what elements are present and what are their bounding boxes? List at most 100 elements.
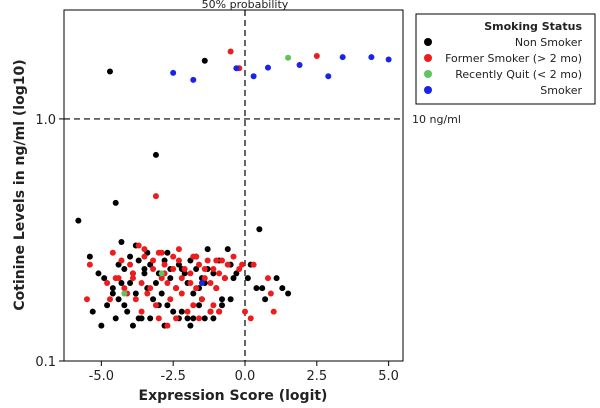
point-former-smoker-2-mo [178,290,185,297]
point-former-smoker-2-mo [138,280,145,287]
point-non-smoker [161,257,168,264]
point-non-smoker [164,302,171,309]
point-former-smoker-2-mo [204,257,211,264]
point-non-smoker [95,270,102,277]
point-smoker [339,54,346,61]
point-non-smoker [127,280,134,287]
point-former-smoker-2-mo [118,257,125,264]
point-former-smoker-2-mo [144,290,151,297]
point-non-smoker [75,217,82,224]
point-non-smoker [256,226,263,233]
point-smoker [198,280,205,287]
point-former-smoker-2-mo [210,302,217,309]
point-former-smoker-2-mo [216,270,223,277]
point-non-smoker [164,249,171,256]
point-non-smoker [190,315,197,322]
point-former-smoker-2-mo [267,290,274,297]
point-former-smoker-2-mo [152,193,159,200]
point-former-smoker-2-mo [135,242,142,249]
point-former-smoker-2-mo [150,265,157,272]
point-non-smoker [187,322,194,329]
legend-marker [424,38,432,46]
point-former-smoker-2-mo [173,285,180,292]
point-smoker [170,69,177,76]
point-former-smoker-2-mo [104,280,111,287]
point-former-smoker-2-mo [175,246,182,253]
point-smoker [385,56,392,63]
point-non-smoker [121,302,128,309]
point-non-smoker [210,270,217,277]
point-non-smoker [259,285,266,292]
point-non-smoker [224,246,231,253]
point-non-smoker [184,315,191,322]
point-non-smoker [279,285,286,292]
point-former-smoker-2-mo [161,261,168,268]
point-former-smoker-2-mo [158,249,165,256]
point-smoker [296,62,303,69]
point-non-smoker [135,315,142,322]
point-former-smoker-2-mo [190,302,197,309]
legend-marker [424,54,432,62]
point-former-smoker-2-mo [164,280,171,287]
point-non-smoker [219,302,226,309]
point-recently-quit-2-mo [121,290,128,297]
point-former-smoker-2-mo [141,246,148,253]
point-former-smoker-2-mo [83,296,90,303]
point-former-smoker-2-mo [196,261,203,268]
point-non-smoker [121,265,128,272]
point-former-smoker-2-mo [210,265,217,272]
legend-marker [424,70,432,78]
point-former-smoker-2-mo [121,285,128,292]
point-recently-quit-2-mo [285,54,292,61]
point-former-smoker-2-mo [175,257,182,264]
point-non-smoker [98,322,105,329]
point-non-smoker [109,285,116,292]
point-former-smoker-2-mo [239,261,246,268]
point-former-smoker-2-mo [138,308,145,315]
point-former-smoker-2-mo [241,308,248,315]
point-non-smoker [152,280,159,287]
data-points [75,48,392,329]
point-former-smoker-2-mo [247,315,254,322]
point-non-smoker [150,296,157,303]
point-non-smoker [158,290,165,297]
plot-frame [63,9,404,362]
point-non-smoker [201,57,208,64]
point-non-smoker [178,308,185,315]
point-former-smoker-2-mo [127,261,134,268]
point-non-smoker [132,290,139,297]
y-axis: 0.1 1.0 [35,113,64,370]
point-former-smoker-2-mo [224,261,231,268]
point-non-smoker [104,302,111,309]
point-non-smoker [89,308,96,315]
point-non-smoker [193,265,200,272]
point-non-smoker [175,261,182,268]
point-former-smoker-2-mo [216,308,223,315]
point-former-smoker-2-mo [115,275,122,282]
point-non-smoker [141,265,148,272]
point-non-smoker [124,308,131,315]
point-former-smoker-2-mo [221,275,228,282]
point-smoker [233,65,240,72]
point-non-smoker [201,315,208,322]
point-former-smoker-2-mo [86,261,93,268]
point-non-smoker [244,275,251,282]
legend-title: Smoking Status [484,20,582,33]
y-tick-label: 0.1 [35,355,56,370]
point-non-smoker [101,275,108,282]
legend-entry-label: Non Smoker [515,36,583,49]
point-smoker [264,64,271,71]
point-non-smoker [129,322,136,329]
point-non-smoker [210,315,217,322]
point-non-smoker [273,275,280,282]
point-non-smoker [112,199,119,206]
point-non-smoker [115,296,122,303]
point-former-smoker-2-mo [213,285,220,292]
point-non-smoker [227,296,234,303]
legend-entry-label: Recently Quit (< 2 mo) [455,68,582,81]
point-former-smoker-2-mo [141,253,148,260]
point-non-smoker [196,302,203,309]
point-former-smoker-2-mo [250,261,257,268]
point-former-smoker-2-mo [198,296,205,303]
